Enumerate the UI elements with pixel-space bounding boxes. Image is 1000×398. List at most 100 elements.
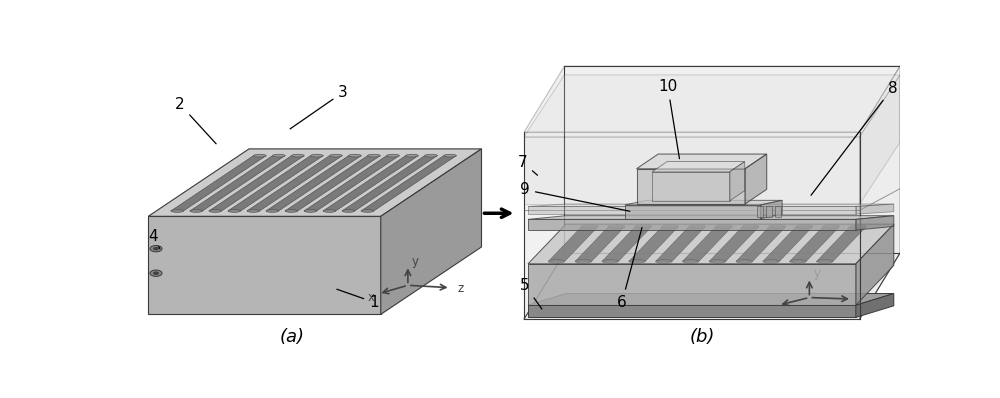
Ellipse shape [153, 272, 159, 275]
Ellipse shape [709, 259, 726, 263]
Ellipse shape [342, 210, 355, 212]
Ellipse shape [304, 210, 317, 212]
Polygon shape [682, 226, 732, 261]
Polygon shape [775, 207, 781, 217]
Text: 10: 10 [658, 80, 679, 159]
Polygon shape [171, 156, 266, 211]
Polygon shape [209, 156, 304, 211]
Ellipse shape [769, 225, 786, 228]
Ellipse shape [361, 210, 374, 212]
Polygon shape [524, 75, 900, 137]
Polygon shape [637, 154, 767, 169]
Polygon shape [629, 226, 679, 261]
Polygon shape [625, 200, 782, 205]
Polygon shape [766, 207, 772, 217]
Polygon shape [190, 156, 285, 211]
Ellipse shape [736, 259, 752, 263]
Text: x: x [765, 302, 772, 316]
Text: y: y [412, 255, 419, 268]
Ellipse shape [387, 154, 399, 157]
Ellipse shape [323, 210, 336, 212]
Ellipse shape [796, 225, 813, 228]
Polygon shape [342, 156, 437, 211]
Ellipse shape [817, 259, 833, 263]
Polygon shape [528, 294, 894, 305]
Ellipse shape [682, 259, 699, 263]
Polygon shape [736, 226, 786, 261]
Ellipse shape [266, 210, 279, 212]
Polygon shape [528, 204, 894, 207]
Polygon shape [652, 162, 745, 172]
Polygon shape [761, 200, 782, 219]
Ellipse shape [716, 225, 732, 228]
Polygon shape [730, 162, 745, 201]
Ellipse shape [153, 247, 159, 250]
Ellipse shape [689, 225, 705, 228]
Polygon shape [745, 154, 767, 204]
Text: (b): (b) [690, 328, 715, 346]
Text: 2: 2 [175, 97, 216, 144]
Ellipse shape [349, 154, 361, 157]
Text: 6: 6 [617, 227, 642, 310]
Polygon shape [361, 156, 456, 211]
Ellipse shape [609, 225, 625, 228]
Polygon shape [575, 226, 625, 261]
Polygon shape [304, 156, 399, 211]
Text: 3: 3 [290, 85, 348, 129]
Polygon shape [860, 66, 900, 319]
Ellipse shape [823, 225, 840, 228]
Polygon shape [528, 216, 894, 219]
Polygon shape [625, 205, 761, 219]
Text: z: z [457, 282, 464, 295]
Polygon shape [652, 172, 730, 201]
Polygon shape [528, 305, 856, 318]
Polygon shape [528, 224, 894, 264]
Polygon shape [856, 204, 894, 214]
Polygon shape [548, 226, 598, 261]
Polygon shape [524, 66, 900, 132]
Polygon shape [856, 216, 894, 230]
Text: 7: 7 [518, 155, 538, 175]
Polygon shape [528, 264, 856, 305]
Polygon shape [757, 207, 763, 217]
Ellipse shape [662, 225, 679, 228]
Polygon shape [524, 132, 860, 319]
Polygon shape [247, 156, 342, 211]
Ellipse shape [209, 210, 222, 212]
Polygon shape [528, 207, 856, 214]
Ellipse shape [254, 154, 266, 157]
Polygon shape [856, 294, 894, 318]
Ellipse shape [292, 154, 304, 157]
Ellipse shape [656, 259, 672, 263]
Ellipse shape [406, 154, 418, 157]
Ellipse shape [330, 154, 342, 157]
Ellipse shape [171, 210, 184, 212]
Polygon shape [709, 226, 759, 261]
Polygon shape [817, 226, 866, 261]
Ellipse shape [150, 270, 162, 276]
Ellipse shape [602, 259, 618, 263]
Text: 5: 5 [520, 278, 542, 309]
Ellipse shape [629, 259, 645, 263]
Polygon shape [323, 156, 418, 211]
Polygon shape [266, 156, 361, 211]
Ellipse shape [368, 154, 380, 157]
Text: x: x [367, 291, 374, 304]
Ellipse shape [150, 246, 162, 252]
Ellipse shape [285, 210, 298, 212]
Ellipse shape [273, 154, 285, 157]
Polygon shape [148, 149, 482, 217]
Ellipse shape [850, 225, 866, 228]
Polygon shape [285, 156, 380, 211]
Text: z: z [859, 293, 865, 306]
Ellipse shape [311, 154, 323, 157]
Polygon shape [524, 137, 860, 204]
Polygon shape [602, 226, 652, 261]
Ellipse shape [790, 259, 806, 263]
Ellipse shape [743, 225, 759, 228]
Polygon shape [860, 75, 900, 204]
Ellipse shape [444, 154, 456, 157]
Ellipse shape [635, 225, 652, 228]
Polygon shape [528, 219, 856, 230]
Ellipse shape [582, 225, 598, 228]
